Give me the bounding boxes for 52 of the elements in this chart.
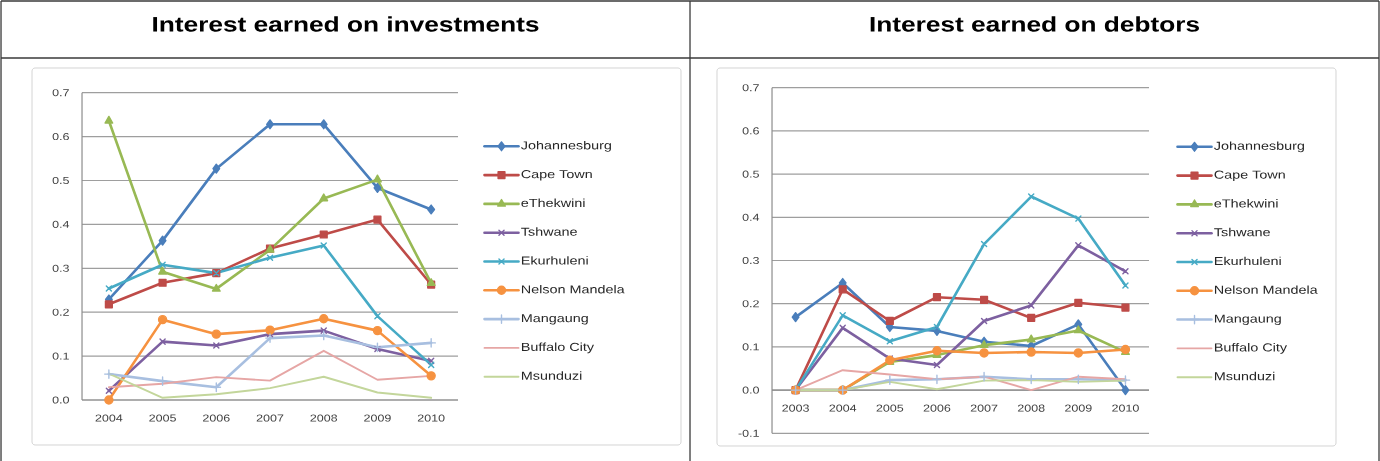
y-tick-label: 0.2 bbox=[742, 300, 759, 308]
legend-label: Mangaung bbox=[1214, 314, 1281, 325]
legend-label: Ekurhuleni bbox=[521, 256, 588, 265]
legend-label: Johannesburg bbox=[1214, 141, 1304, 153]
legend-label: Mangaung bbox=[521, 314, 588, 325]
y-tick-label: 0.0 bbox=[742, 386, 760, 394]
legend-label: Tshwane bbox=[1214, 227, 1270, 237]
legend-label: Nelson Mandela bbox=[1214, 285, 1318, 294]
x-tick-label: 2006 bbox=[923, 404, 951, 412]
x-tick-label: 2004 bbox=[829, 404, 857, 412]
chart-title: Interest earned on investments bbox=[153, 16, 539, 32]
y-tick-label: 0.7 bbox=[52, 89, 69, 97]
x-tick-label: 2008 bbox=[1017, 404, 1045, 412]
y-tick-label: 0.4 bbox=[52, 220, 70, 228]
legend-label: Msunduzi bbox=[1214, 371, 1275, 381]
y-tick-label: 0.6 bbox=[742, 127, 759, 135]
legend-label: Johannesburg bbox=[521, 140, 611, 152]
y-tick-label: 0.4 bbox=[742, 213, 760, 221]
y-tick-label: -0.1 bbox=[738, 429, 759, 437]
legend-label: Nelson Mandela bbox=[521, 284, 625, 294]
y-tick-label: 0.5 bbox=[742, 170, 759, 178]
x-tick-label: 2010 bbox=[1112, 404, 1139, 412]
x-tick-label: 2006 bbox=[203, 414, 230, 422]
x-tick-label: 2007 bbox=[970, 404, 998, 412]
legend-label: Ekurhuleni bbox=[1214, 256, 1281, 266]
y-tick-label: 0.5 bbox=[52, 176, 69, 185]
y-tick-label: 0.6 bbox=[52, 133, 69, 141]
x-tick-label: 2009 bbox=[1065, 404, 1092, 412]
chart-title: Interest earned on debtors bbox=[870, 16, 1199, 32]
legend-label: Cape Town bbox=[521, 170, 592, 181]
legend-label: Buffalo City bbox=[1214, 343, 1288, 354]
legend-label: Buffalo City bbox=[521, 342, 594, 354]
legend-label: eThekwini bbox=[1214, 199, 1278, 208]
y-tick-label: 0.1 bbox=[52, 352, 69, 360]
x-tick-label: 2004 bbox=[95, 414, 123, 422]
x-tick-label: 2005 bbox=[876, 404, 904, 412]
y-tick-label: 0.0 bbox=[52, 396, 70, 404]
legend-label: Tshwane bbox=[521, 227, 577, 236]
legend-label: Cape Town bbox=[1214, 170, 1285, 181]
x-tick-label: 2003 bbox=[782, 404, 809, 412]
x-tick-label: 2009 bbox=[364, 414, 391, 422]
y-tick-label: 0.7 bbox=[742, 84, 759, 92]
x-tick-label: 2010 bbox=[417, 414, 445, 422]
y-tick-label: 0.3 bbox=[52, 264, 69, 272]
y-tick-label: 0.2 bbox=[52, 308, 69, 316]
y-tick-label: 0.1 bbox=[742, 343, 759, 351]
x-tick-label: 2007 bbox=[256, 414, 284, 422]
legend-label: eThekwini bbox=[521, 198, 585, 207]
x-tick-label: 2005 bbox=[149, 414, 176, 422]
legend-label: Msunduzi bbox=[521, 371, 582, 380]
x-tick-label: 2008 bbox=[310, 414, 338, 422]
y-tick-label: 0.3 bbox=[742, 256, 759, 265]
